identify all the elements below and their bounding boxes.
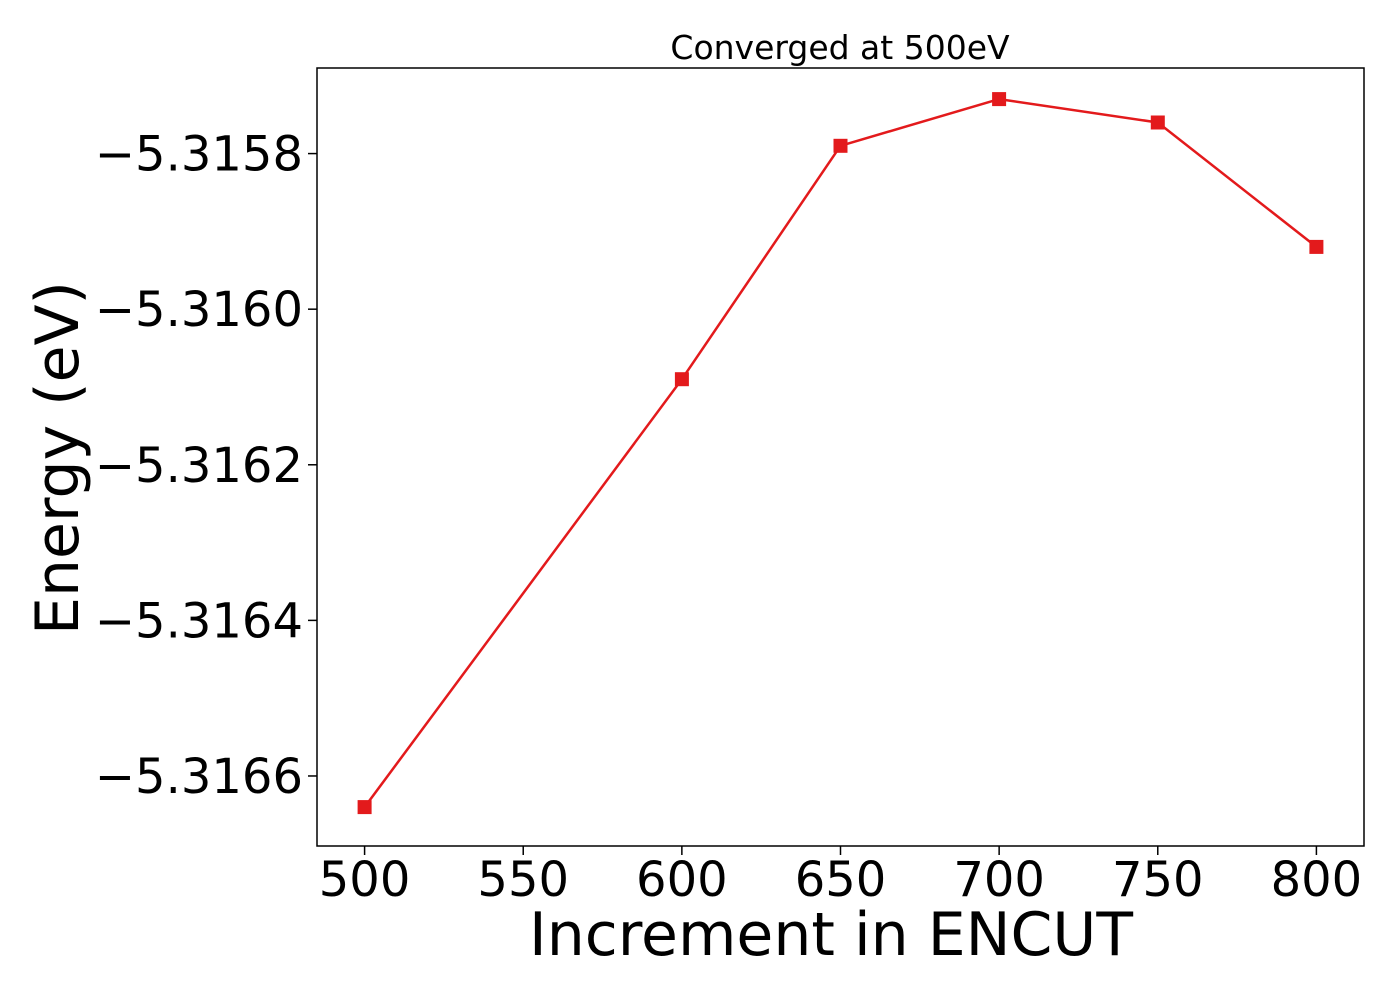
data-point-marker bbox=[833, 138, 848, 153]
data-point-marker bbox=[1309, 239, 1324, 254]
y-tick-label: −5.3166 bbox=[95, 749, 303, 805]
y-tick-label: −5.3162 bbox=[95, 438, 303, 494]
x-axis-label: Increment in ENCUT bbox=[529, 900, 1133, 970]
data-point-marker bbox=[357, 800, 372, 815]
data-point-marker bbox=[992, 92, 1007, 107]
x-axis-ticks: 500 550 600 650 700 750 800 bbox=[319, 846, 1362, 908]
y-tick-label: −5.3160 bbox=[95, 282, 303, 338]
x-tick-label: 650 bbox=[795, 852, 887, 908]
x-tick-label: 550 bbox=[477, 852, 569, 908]
y-tick-label: −5.3158 bbox=[95, 127, 303, 183]
x-tick-label: 750 bbox=[1112, 852, 1204, 908]
data-point-marker bbox=[1150, 115, 1165, 130]
chart-title: Converged at 500eV bbox=[670, 28, 1010, 67]
data-point-marker bbox=[674, 372, 689, 387]
x-tick-label: 800 bbox=[1271, 852, 1363, 908]
y-axis-ticks: −5.3158 −5.3160 −5.3162 −5.3164 −5.3166 bbox=[95, 127, 317, 805]
plot-area bbox=[357, 92, 1324, 815]
x-tick-label: 500 bbox=[319, 852, 411, 908]
x-tick-label: 600 bbox=[636, 852, 728, 908]
y-tick-label: −5.3164 bbox=[95, 593, 303, 649]
y-axis-label: Energy (eV) bbox=[23, 281, 93, 635]
x-tick-label: 700 bbox=[953, 852, 1045, 908]
series-line bbox=[363, 97, 1318, 808]
plot-frame bbox=[316, 67, 1365, 847]
